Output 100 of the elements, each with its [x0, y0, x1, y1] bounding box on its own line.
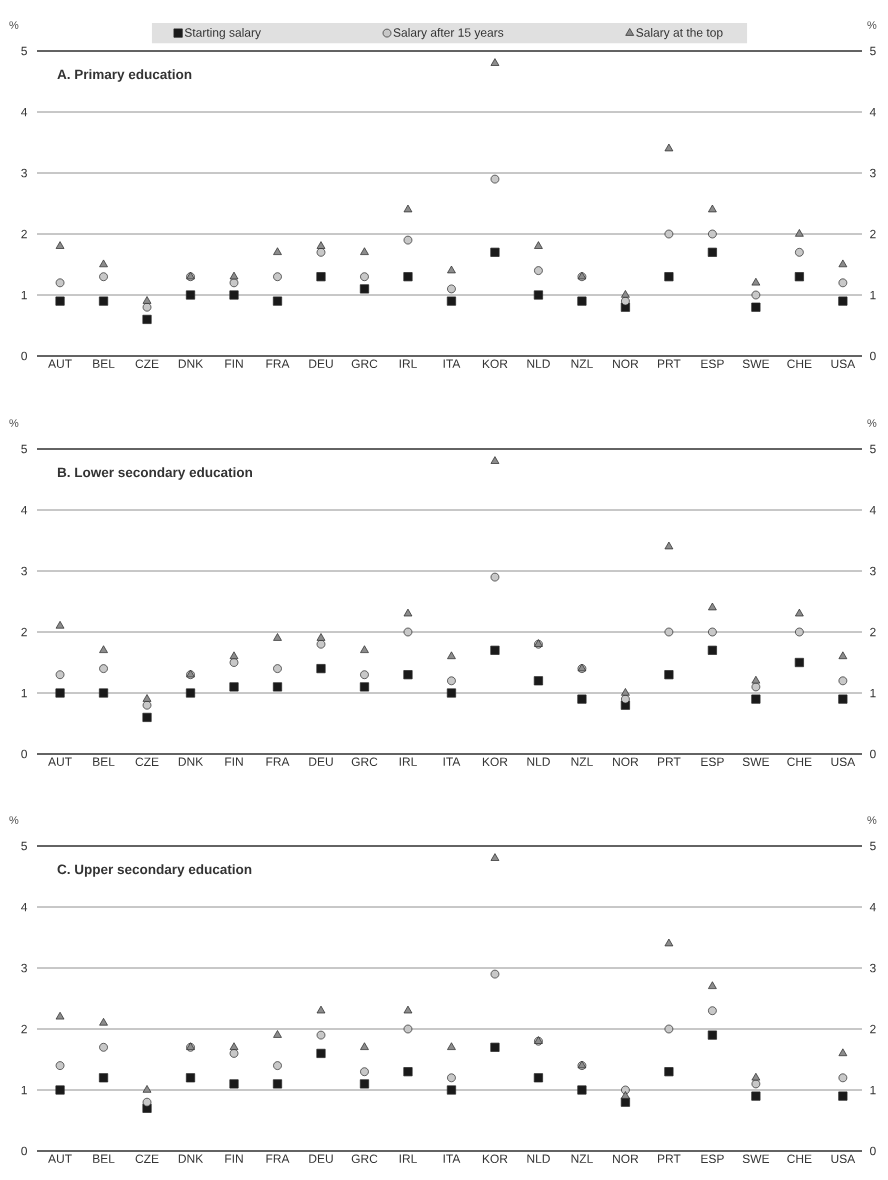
x-tick-label: ESP — [701, 1154, 724, 1164]
y-tick-label: 0 — [21, 1146, 27, 1156]
x-tick-label: AUT — [48, 1154, 72, 1163]
y2-tick-label: 3 — [870, 168, 876, 178]
x-tick-label: IRL — [399, 1154, 417, 1163]
x-tick-label: CZE — [135, 359, 159, 369]
x-tick-label: CHE — [787, 359, 812, 369]
x-tick-label: NOR — [613, 1154, 639, 1164]
y2-tick-label: 5 — [870, 841, 876, 851]
x-tick-label: DNK — [178, 1154, 204, 1163]
y-tick-label: 4 — [21, 505, 28, 515]
x-tick-label: KOR — [482, 1154, 508, 1164]
x-tick-label: SWE — [742, 757, 770, 767]
y-tick-label: 0 — [21, 351, 27, 361]
x-tick-label: NZL — [571, 1154, 593, 1163]
y-axis-title: % — [9, 419, 19, 427]
y2-tick-label: 2 — [870, 229, 876, 239]
y-tick-label: 5 — [21, 444, 27, 454]
x-tick-label: NLD — [527, 1154, 550, 1163]
y2-tick-label: 1 — [870, 1085, 876, 1095]
y2-tick-label: 0 — [870, 351, 876, 361]
y-axis-title: % — [9, 21, 19, 29]
x-tick-label: CHE — [787, 1154, 812, 1164]
x-tick-label: ITA — [443, 359, 461, 368]
x-tick-label: FRA — [266, 359, 290, 368]
x-tick-label: NZL — [571, 359, 593, 368]
x-tick-label: NLD — [527, 757, 550, 766]
y2-axis-title: % — [867, 816, 877, 824]
y2-tick-label: 5 — [870, 444, 876, 454]
y2-axis-title: % — [867, 21, 877, 29]
text: A. Primary education — [57, 69, 192, 82]
y-tick-label: 2 — [21, 627, 27, 637]
x-tick-label: GRC — [351, 757, 378, 767]
x-tick-label: GRC — [351, 1154, 378, 1164]
y2-tick-label: 4 — [869, 902, 876, 912]
x-tick-label: IRL — [399, 757, 417, 766]
x-tick-label: DEU — [309, 1154, 333, 1163]
x-tick-label: ITA — [443, 757, 461, 766]
y-tick-label: 3 — [21, 566, 27, 576]
x-tick-label: USA — [831, 359, 856, 369]
y2-tick-label: 0 — [870, 749, 876, 759]
x-tick-label: KOR — [482, 359, 508, 369]
y-tick-label: 3 — [21, 963, 27, 973]
x-tick-label: BEL — [93, 757, 115, 766]
y-tick-label: 0 — [21, 749, 27, 759]
y-tick-label: 2 — [21, 1024, 27, 1034]
legend-label: Salary after 15 years — [393, 28, 504, 40]
x-tick-label: USA — [831, 757, 856, 767]
x-tick-label: FIN — [225, 1154, 243, 1163]
y2-axis-title: % — [867, 419, 877, 427]
x-tick-label: CZE — [135, 1154, 159, 1164]
x-tick-label: ESP — [701, 757, 724, 767]
x-tick-label: ITA — [443, 1154, 461, 1163]
x-tick-label: FIN — [225, 757, 243, 766]
y-tick-label: 1 — [21, 688, 27, 698]
x-tick-label: CHE — [787, 757, 812, 767]
x-tick-label: BEL — [93, 359, 115, 368]
x-tick-label: NLD — [527, 359, 550, 368]
x-tick-label: BEL — [93, 1154, 115, 1163]
y-tick-label: 5 — [21, 46, 27, 56]
x-tick-label: SWE — [742, 359, 770, 369]
x-tick-label: AUT — [48, 359, 72, 368]
x-tick-label: NZL — [571, 757, 593, 766]
x-tick-label: FRA — [266, 1154, 290, 1163]
text: C. Upper secondary education — [57, 864, 252, 877]
x-tick-label: DEU — [309, 359, 333, 368]
y2-tick-label: 4 — [869, 505, 876, 515]
x-tick-label: DNK — [178, 359, 204, 368]
y-tick-label: 5 — [21, 841, 27, 851]
y2-tick-label: 0 — [870, 1146, 876, 1156]
legend-label: Starting salary — [184, 28, 261, 40]
text: B. Lower secondary education — [57, 467, 252, 480]
x-tick-label: AUT — [48, 757, 72, 766]
x-tick-label: PRT — [658, 359, 681, 368]
y2-tick-label: 2 — [870, 1024, 876, 1034]
y2-tick-label: 4 — [869, 107, 876, 117]
y-tick-label: 4 — [21, 107, 28, 117]
x-tick-label: DEU — [309, 757, 333, 766]
y-axis-title: % — [9, 816, 19, 824]
y2-tick-label: 2 — [870, 627, 876, 637]
x-tick-label: NOR — [613, 757, 639, 767]
x-tick-label: NOR — [613, 359, 639, 369]
x-tick-label: SWE — [742, 1154, 770, 1164]
y2-tick-label: 5 — [870, 46, 876, 56]
x-tick-label: GRC — [351, 359, 378, 369]
x-tick-label: ESP — [701, 359, 724, 369]
y-tick-label: 3 — [21, 168, 27, 178]
y-tick-label: 2 — [21, 229, 27, 239]
y2-tick-label: 3 — [870, 566, 876, 576]
y-tick-label: 1 — [21, 290, 27, 300]
y2-tick-label: 1 — [870, 290, 876, 300]
legend-label: Salary at the top — [636, 28, 723, 40]
x-tick-label: CZE — [135, 757, 159, 767]
y-tick-label: 1 — [21, 1085, 27, 1095]
y2-tick-label: 1 — [870, 688, 876, 698]
x-tick-label: DNK — [178, 757, 204, 766]
y2-tick-label: 3 — [870, 963, 876, 973]
x-tick-label: PRT — [658, 757, 681, 766]
x-tick-label: USA — [831, 1154, 856, 1164]
x-tick-label: IRL — [399, 359, 417, 368]
